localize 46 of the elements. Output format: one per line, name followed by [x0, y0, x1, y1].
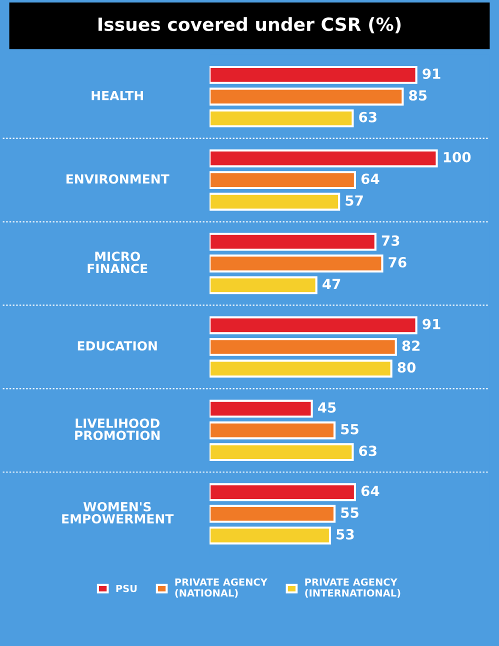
- y-tick-label: EDUCATION: [78, 341, 157, 351]
- data-label: 63: [359, 446, 376, 456]
- data-label: 45: [318, 402, 336, 413]
- data-label: 82: [402, 340, 420, 351]
- y-tick-label: MICRO FINANCE: [88, 252, 148, 274]
- bar: [210, 232, 376, 251]
- y-tick-label: ENVIRONMENT: [66, 174, 170, 184]
- legend-label: PRIVATE AGENCY (INTERNATIONAL): [305, 578, 400, 598]
- chart-title: Issues covered under CSR (%): [98, 17, 401, 34]
- y-tick-label: LIVELIHOOD PROMOTION: [75, 418, 160, 440]
- bar: [210, 400, 313, 418]
- data-label: 55: [341, 508, 358, 518]
- bar: [210, 276, 318, 294]
- bar: [210, 316, 418, 334]
- bar: [210, 254, 384, 272]
- y-tick-label: HEALTH: [92, 90, 143, 100]
- data-label: 64: [361, 174, 380, 184]
- data-label: 85: [409, 90, 427, 101]
- y-tick-label: WOMEN'S EMPOWERMENT: [62, 502, 174, 524]
- data-label: 63: [359, 112, 376, 122]
- data-label: 76: [388, 257, 406, 268]
- legend-label: PRIVATE AGENCY (NATIONAL): [175, 578, 268, 598]
- bar: [210, 483, 356, 502]
- bar: [210, 360, 392, 378]
- bar: [210, 88, 404, 106]
- bar: [210, 66, 418, 84]
- data-label: 73: [382, 235, 400, 246]
- bar: [210, 149, 438, 168]
- data-label: 91: [422, 318, 440, 330]
- bar: [210, 504, 336, 523]
- bar: [210, 443, 354, 462]
- data-label: 55: [341, 424, 358, 434]
- bar: [210, 171, 356, 190]
- bar: [210, 526, 332, 545]
- data-label: 100: [444, 152, 471, 162]
- data-label: 64: [361, 486, 380, 496]
- bar: [210, 192, 340, 211]
- bar: [210, 109, 354, 128]
- data-label: 47: [322, 278, 340, 290]
- bar: [210, 421, 336, 440]
- bar: [210, 338, 397, 356]
- data-label: 57: [346, 195, 363, 206]
- data-label: 91: [422, 68, 440, 79]
- data-label: 80: [398, 362, 416, 373]
- legend-label: PSU: [116, 584, 137, 592]
- data-label: 53: [336, 529, 354, 540]
